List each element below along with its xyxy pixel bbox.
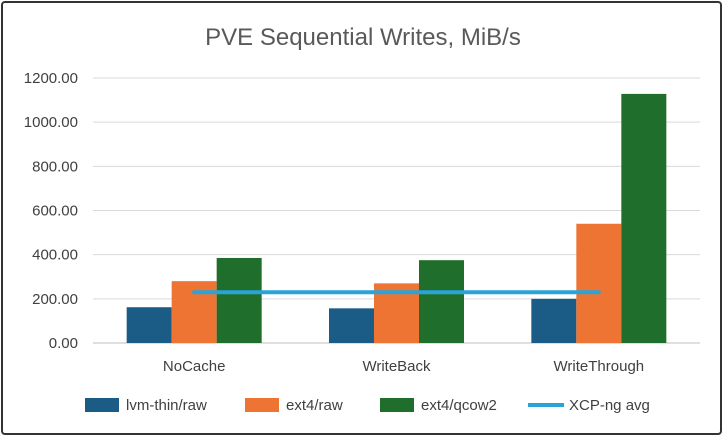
legend-label: lvm-thin/raw bbox=[126, 397, 207, 414]
legend-swatch bbox=[380, 398, 414, 412]
legend-swatch bbox=[85, 398, 119, 412]
x-axis-categories: NoCache WriteBack WriteThrough bbox=[163, 358, 644, 375]
y-tick-label: 200.00 bbox=[32, 291, 78, 308]
bar-ext4-qcow2-nocache bbox=[216, 257, 262, 343]
bar-ext4-qcow2-writethrough bbox=[621, 93, 667, 344]
legend-label: ext4/raw bbox=[286, 397, 343, 414]
y-tick-label: 600.00 bbox=[32, 203, 78, 220]
legend: lvm-thin/raw ext4/raw ext4/qcow2 XCP-ng avg bbox=[85, 397, 650, 414]
bars bbox=[126, 93, 667, 344]
legend-label: ext4/qcow2 bbox=[421, 397, 497, 414]
y-tick-label: 800.00 bbox=[32, 158, 78, 175]
bar-lvm-thin-raw-writeback bbox=[329, 308, 374, 343]
y-tick-label: 0.00 bbox=[49, 335, 78, 352]
legend-swatch bbox=[245, 398, 279, 412]
x-category-label: WriteBack bbox=[362, 358, 431, 375]
legend-label: XCP-ng avg bbox=[569, 397, 650, 414]
bar-ext4-qcow2-writeback bbox=[419, 260, 464, 343]
chart-frame bbox=[1, 1, 722, 435]
y-tick-label: 400.00 bbox=[32, 247, 78, 264]
x-category-label: NoCache bbox=[163, 358, 226, 375]
chart-title: PVE Sequential Writes, MiB/s bbox=[205, 24, 521, 51]
bar-ext4-raw-writethrough bbox=[576, 223, 622, 343]
bar-lvm-thin-raw-nocache bbox=[126, 307, 172, 343]
y-tick-label: 1200.00 bbox=[24, 70, 78, 87]
y-tick-label: 1000.00 bbox=[24, 114, 78, 131]
y-axis-ticks: 0.00 200.00 400.00 600.00 800.00 1000.00 1200.… bbox=[24, 70, 78, 352]
bar-lvm-thin-raw-writethrough bbox=[531, 298, 577, 343]
x-category-label: WriteThrough bbox=[554, 358, 645, 375]
